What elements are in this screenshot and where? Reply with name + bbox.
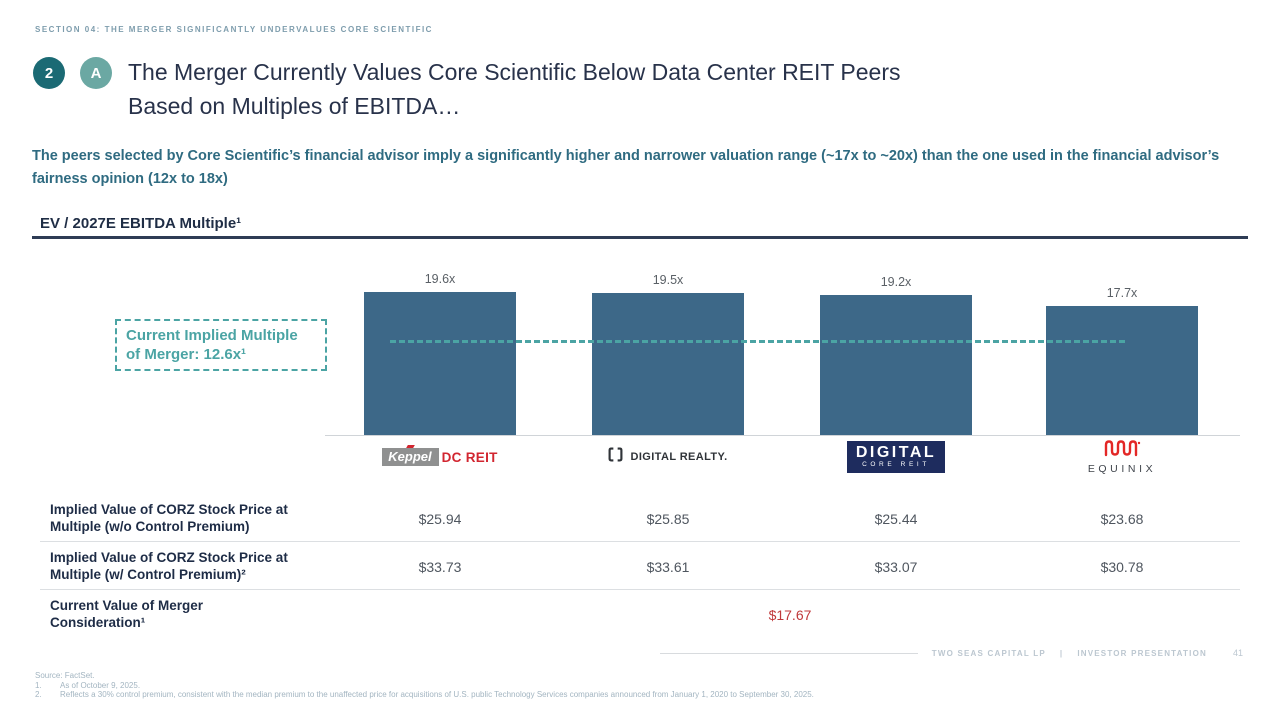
bar-value-label: 19.6x bbox=[424, 272, 456, 286]
row0-label-line2: Multiple (w/o Control Premium) bbox=[50, 519, 250, 534]
equinix-waveform-icon bbox=[1103, 439, 1141, 462]
footnote-2: 2. Reflects a 30% control premium, consi… bbox=[35, 690, 814, 700]
source-note: Source: FactSet. bbox=[35, 671, 95, 680]
footnotes: Source: FactSet. 1. As of October 9, 202… bbox=[35, 671, 814, 700]
slide-footer: TWO SEAS CAPITAL LP | INVESTOR PRESENTAT… bbox=[659, 648, 1243, 658]
chart-title: EV / 2027E EBITDA Multiple¹ bbox=[40, 215, 242, 232]
section-label: SECTION 04: THE MERGER SIGNIFICANTLY UND… bbox=[35, 25, 433, 34]
bar-equinix bbox=[1046, 306, 1198, 435]
chart-column-keppel: 19.6x bbox=[364, 249, 516, 435]
bar-value-label: 19.2x bbox=[880, 275, 912, 289]
table-row-label: Implied Value of CORZ Stock Price at Mul… bbox=[50, 501, 370, 535]
digital-core-line1: DIGITAL bbox=[855, 444, 937, 461]
logo-digital-core-reit: DIGITAL CORE REIT bbox=[786, 438, 1006, 476]
row1-label-line2: Multiple (w/ Control Premium)² bbox=[50, 567, 246, 582]
footnote-2-text: Reflects a 30% control premium, consiste… bbox=[60, 690, 814, 699]
keppel-dc-reit-text: DC REIT bbox=[441, 449, 498, 465]
table-cell: $25.94 bbox=[418, 511, 462, 527]
equinix-text: EQUINIX bbox=[1087, 463, 1157, 475]
table-cell: $25.44 bbox=[874, 511, 918, 527]
footnote-1-text: As of October 9, 2025. bbox=[60, 680, 141, 690]
footer-rule bbox=[659, 652, 918, 654]
callout-line-2: of Merger: 12.6x¹ bbox=[126, 346, 247, 363]
title-line-1: The Merger Currently Values Core Scienti… bbox=[128, 59, 901, 85]
chart-column-digital-core: 19.2x bbox=[820, 249, 972, 435]
footer-label: INVESTOR PRESENTATION bbox=[1077, 648, 1207, 658]
table-row-label: Implied Value of CORZ Stock Price at Mul… bbox=[50, 549, 370, 583]
subtitle-line-2: fairness opinion (12x to 18x) bbox=[32, 171, 228, 187]
table-cell: $33.07 bbox=[874, 559, 918, 575]
table-cell: $33.61 bbox=[646, 559, 690, 575]
keppel-logo-text: Keppel bbox=[382, 448, 439, 466]
merger-consideration-value: $17.67 bbox=[768, 607, 812, 623]
section-number-badge: 2 bbox=[33, 57, 65, 89]
page-title: The Merger Currently Values Core Scienti… bbox=[128, 55, 901, 123]
digital-core-line2: CORE REIT bbox=[862, 461, 930, 468]
chart-baseline bbox=[325, 435, 1240, 436]
subsection-letter-badge: A bbox=[80, 57, 112, 89]
row2-label-line2: Consideration¹ bbox=[50, 615, 146, 630]
footnote-1-number: 1. bbox=[35, 680, 42, 690]
logo-keppel-dc-reit: Keppel DC REIT bbox=[330, 438, 550, 476]
chart-column-equinix: 17.7x bbox=[1046, 249, 1198, 435]
digital-realty-brackets-icon bbox=[608, 447, 623, 467]
table-separator bbox=[40, 541, 1240, 542]
table-row-label: Current Value of Merger Consideration¹ bbox=[50, 597, 370, 631]
callout-line-1: Current Implied Multiple bbox=[126, 327, 298, 344]
row0-label-line1: Implied Value of CORZ Stock Price at bbox=[50, 502, 288, 517]
bar-value-label: 19.5x bbox=[652, 273, 684, 287]
table-cell: $25.85 bbox=[646, 511, 690, 527]
logo-equinix: EQUINIX bbox=[1012, 438, 1232, 476]
bar-value-label: 17.7x bbox=[1106, 286, 1138, 300]
footer-divider: | bbox=[1059, 648, 1064, 658]
table-cell: $23.68 bbox=[1100, 511, 1144, 527]
digital-realty-text: DIGITAL REALTY. bbox=[630, 451, 728, 463]
footnote-1: 1. As of October 9, 2025. bbox=[35, 681, 814, 691]
logo-digital-realty: DIGITAL REALTY. bbox=[558, 438, 778, 476]
row1-label-line1: Implied Value of CORZ Stock Price at bbox=[50, 550, 288, 565]
bar-keppel bbox=[364, 292, 516, 435]
bar-digital-core bbox=[820, 295, 972, 435]
bar-chart: 19.6x 19.5x 19.2x 17.7x bbox=[325, 249, 1240, 435]
subtitle: The peers selected by Core Scientific’s … bbox=[32, 145, 1219, 191]
row2-label-line1: Current Value of Merger bbox=[50, 598, 204, 613]
table-cell: $30.78 bbox=[1100, 559, 1144, 575]
chart-title-rule bbox=[32, 236, 1248, 239]
table-cell: $33.73 bbox=[418, 559, 462, 575]
chart-column-digital-realty: 19.5x bbox=[592, 249, 744, 435]
bar-digital-realty bbox=[592, 293, 744, 435]
footnote-2-number: 2. bbox=[35, 690, 42, 699]
table-separator bbox=[40, 589, 1240, 590]
page-number: 41 bbox=[1232, 648, 1243, 658]
title-line-2: Based on Multiples of EBITDA… bbox=[128, 93, 461, 119]
reference-line bbox=[390, 340, 1125, 343]
subtitle-line-1: The peers selected by Core Scientific’s … bbox=[32, 148, 1220, 164]
current-multiple-callout: Current Implied Multiple of Merger: 12.6… bbox=[115, 319, 327, 371]
footer-brand: TWO SEAS CAPITAL LP bbox=[931, 648, 1046, 658]
